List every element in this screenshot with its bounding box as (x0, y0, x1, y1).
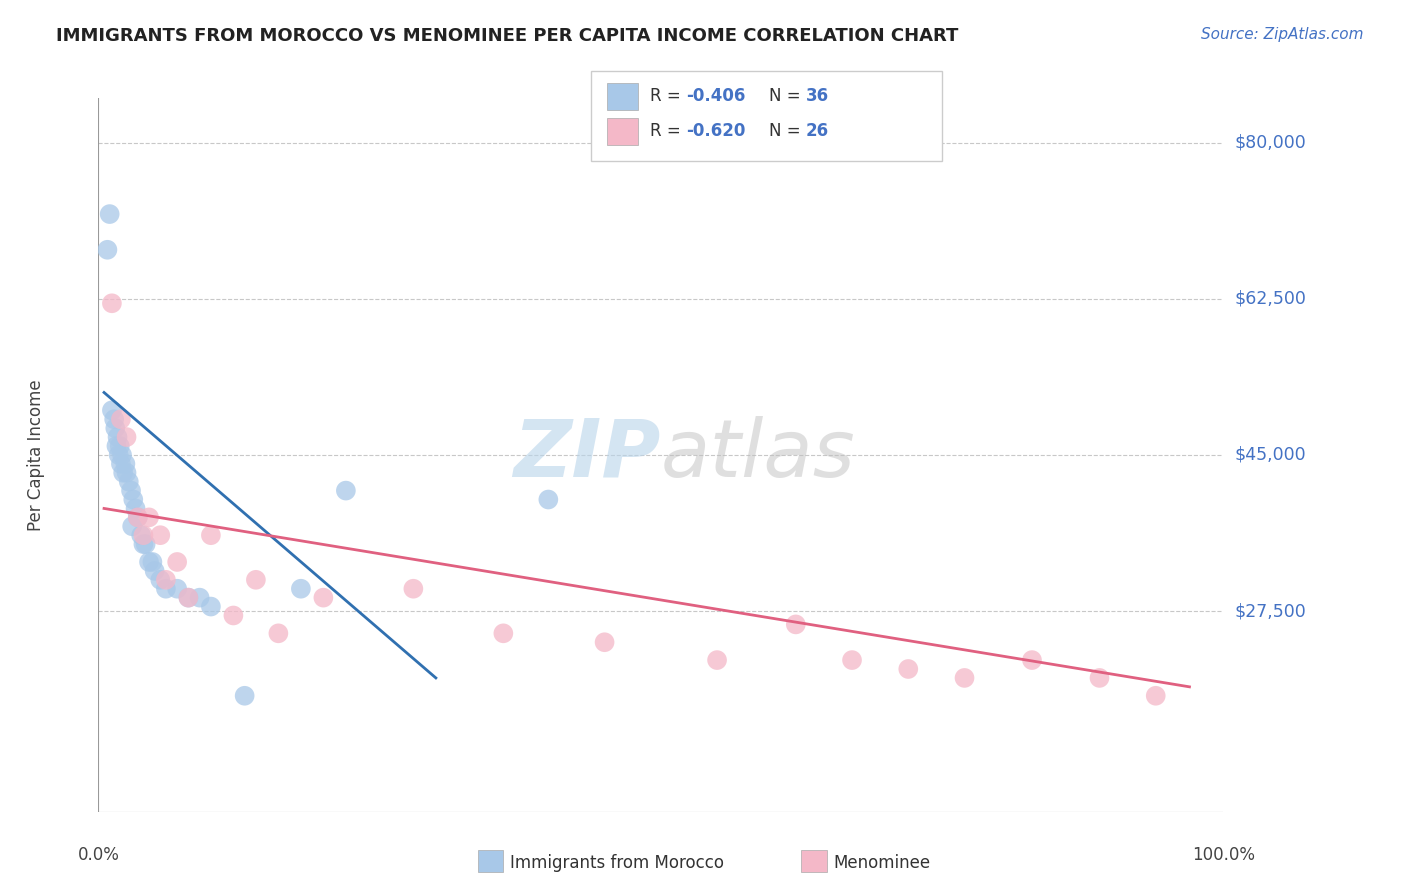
Point (245, 573, 267, 587)
Text: -0.406: -0.406 (686, 87, 745, 105)
Text: $27,500: $27,500 (1234, 602, 1306, 620)
Text: $80,000: $80,000 (1234, 134, 1306, 152)
Point (593, 635, 616, 649)
Point (118, 475, 141, 489)
Point (155, 582, 177, 596)
Point (135, 537, 157, 551)
Text: -0.620: -0.620 (686, 122, 745, 140)
Text: N =: N = (769, 87, 806, 105)
Point (108, 439, 131, 453)
Point (120, 483, 142, 498)
Point (149, 573, 172, 587)
Point (1021, 653, 1043, 667)
Point (143, 564, 166, 578)
Point (149, 528, 172, 542)
Point (138, 510, 160, 524)
Point (200, 599, 222, 614)
Point (101, 403, 124, 417)
Text: $62,500: $62,500 (1234, 290, 1306, 308)
Text: Per Capita Income: Per Capita Income (27, 379, 45, 531)
Point (101, 296, 124, 310)
Point (129, 528, 152, 542)
Point (110, 457, 132, 471)
Point (103, 412, 125, 426)
Point (222, 608, 245, 623)
Text: 0.0%: 0.0% (77, 847, 120, 864)
Point (111, 448, 134, 462)
Point (115, 466, 138, 480)
Point (841, 653, 863, 667)
Point (267, 626, 290, 640)
Point (953, 671, 976, 685)
Point (132, 537, 155, 551)
Point (706, 653, 728, 667)
Point (127, 510, 149, 524)
Point (290, 582, 312, 596)
Point (127, 510, 149, 524)
Text: Menominee: Menominee (834, 854, 931, 871)
Point (492, 626, 515, 640)
Point (166, 582, 188, 596)
Point (200, 528, 222, 542)
Point (104, 421, 127, 435)
Point (537, 492, 560, 507)
Point (121, 519, 143, 533)
Point (177, 591, 200, 605)
Point (115, 430, 138, 444)
Point (107, 448, 129, 462)
Point (138, 555, 160, 569)
Point (1144, 689, 1167, 703)
Point (233, 689, 256, 703)
Text: N =: N = (769, 122, 806, 140)
Text: $45,000: $45,000 (1234, 446, 1306, 464)
Point (96, 243, 118, 257)
Point (124, 501, 146, 516)
Point (141, 555, 163, 569)
Text: Source: ZipAtlas.com: Source: ZipAtlas.com (1201, 27, 1364, 42)
Text: atlas: atlas (661, 416, 856, 494)
Point (112, 466, 135, 480)
Point (402, 582, 425, 596)
Point (166, 555, 188, 569)
Text: 36: 36 (806, 87, 828, 105)
Text: 26: 26 (806, 122, 828, 140)
Text: R =: R = (650, 87, 686, 105)
Point (98, 207, 121, 221)
Text: 100.0%: 100.0% (1192, 847, 1254, 864)
Text: R =: R = (650, 122, 686, 140)
Point (177, 591, 200, 605)
Point (188, 591, 211, 605)
Point (122, 492, 145, 507)
Point (110, 412, 132, 426)
Point (114, 457, 136, 471)
Point (132, 528, 155, 542)
Point (335, 483, 357, 498)
Point (897, 662, 920, 676)
Point (155, 573, 177, 587)
Point (312, 591, 335, 605)
Text: Immigrants from Morocco: Immigrants from Morocco (510, 854, 724, 871)
Point (107, 430, 129, 444)
Text: ZIP: ZIP (513, 416, 661, 494)
Point (105, 439, 128, 453)
Point (785, 617, 807, 632)
Text: IMMIGRANTS FROM MOROCCO VS MENOMINEE PER CAPITA INCOME CORRELATION CHART: IMMIGRANTS FROM MOROCCO VS MENOMINEE PER… (56, 27, 959, 45)
Point (1088, 671, 1111, 685)
